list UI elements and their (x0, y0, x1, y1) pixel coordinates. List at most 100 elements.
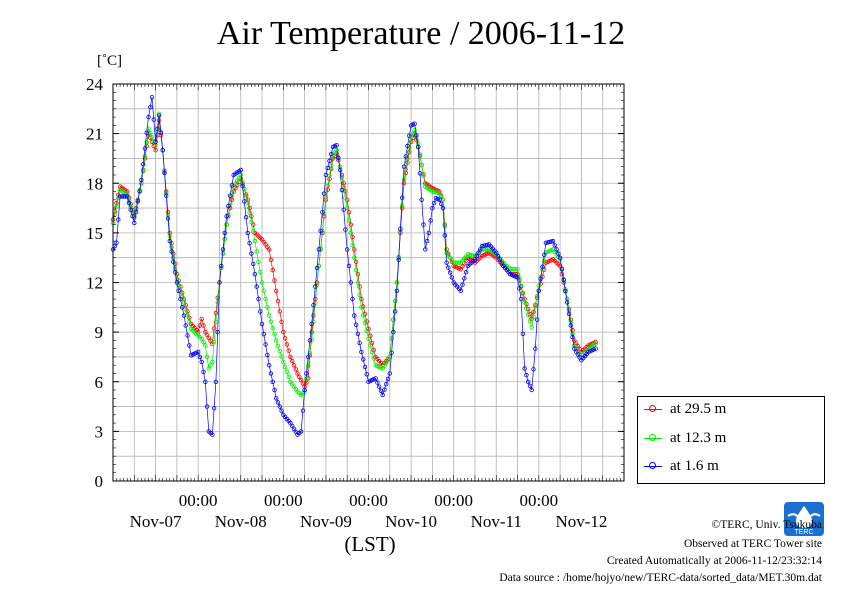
data-point (343, 189, 348, 194)
data-point (412, 121, 417, 126)
data-point (444, 260, 449, 265)
data-point (309, 329, 314, 335)
data-point (442, 233, 447, 238)
data-point (355, 272, 361, 277)
data-point (201, 339, 206, 345)
data-point (439, 194, 444, 199)
x-tick-label: 00:00 (434, 491, 473, 510)
data-point (252, 272, 258, 277)
data-point (275, 400, 281, 405)
data-point (318, 228, 323, 233)
data-point (421, 222, 426, 227)
data-point (270, 379, 275, 384)
data-point (270, 325, 275, 331)
data-point (231, 189, 236, 194)
data-point (405, 143, 410, 149)
data-point (357, 284, 362, 289)
data-point (392, 309, 398, 314)
data-point (155, 126, 160, 131)
data-point (522, 366, 527, 371)
axis-ticks: 0 3 6 9 12 15 18 21 24 00:00 00:00 00:00 00:00 00:00 N… (86, 75, 625, 531)
data-point (201, 323, 206, 328)
data-point (240, 183, 245, 188)
data-point (171, 255, 176, 260)
data-point (375, 380, 380, 385)
data-point (428, 218, 433, 223)
data-point (281, 359, 286, 365)
data-point (272, 387, 277, 393)
credit-source: Data source : /home/hojyo/new/TERC-data/… (499, 572, 822, 584)
data-point (256, 296, 261, 302)
data-point (476, 250, 481, 255)
data-point (385, 376, 391, 382)
data-point (449, 275, 455, 280)
data-point (355, 280, 361, 285)
data-point (258, 270, 263, 275)
data-point (247, 240, 252, 246)
grid-lines (112, 83, 625, 482)
data-point (357, 340, 362, 346)
data-point (266, 363, 272, 368)
data-point (522, 300, 527, 305)
data-point (215, 300, 220, 305)
data-point (401, 177, 407, 183)
data-point (387, 354, 392, 360)
data-point (593, 341, 598, 346)
data-point (187, 343, 192, 348)
data-point (353, 322, 359, 327)
data-point (213, 310, 219, 316)
data-point (211, 339, 217, 345)
data-point (272, 332, 277, 337)
data-point (204, 404, 210, 409)
data-point (353, 259, 359, 264)
data-point (392, 298, 398, 304)
data-point (213, 379, 219, 384)
series-2 (110, 94, 598, 437)
data-point (215, 329, 220, 335)
data-point (259, 321, 265, 327)
x-tick-label: 00:00 (519, 491, 558, 510)
data-point (346, 209, 352, 215)
data-point (348, 222, 353, 227)
data-point (364, 328, 369, 334)
y-tick-label: 24 (86, 75, 104, 94)
data-point (309, 321, 314, 327)
data-point (542, 252, 547, 257)
data-point (137, 188, 142, 193)
data-point (526, 379, 531, 384)
data-point (263, 342, 268, 347)
data-point (414, 133, 419, 138)
data-point (478, 247, 483, 252)
data-point (538, 276, 543, 281)
data-point (162, 170, 167, 176)
data-point (497, 257, 502, 262)
data-point (282, 336, 288, 341)
data-point (524, 306, 529, 311)
x-tick-label: 00:00 (349, 491, 388, 510)
data-point (242, 199, 247, 204)
data-point (352, 247, 357, 252)
data-point (389, 336, 394, 341)
data-point (140, 167, 146, 172)
legend-label-29m: at 29.5 m (670, 401, 727, 417)
data-point (361, 357, 366, 362)
data-point (517, 286, 522, 291)
data-point (238, 167, 243, 173)
data-point (298, 429, 304, 434)
data-point (167, 238, 172, 244)
data-point (197, 354, 203, 360)
data-point (472, 257, 478, 262)
data-point (320, 209, 325, 215)
data-point (176, 288, 181, 293)
data-point (542, 258, 547, 264)
data-point (442, 224, 447, 229)
data-point (195, 349, 201, 355)
data-point (334, 142, 339, 148)
data-point (259, 280, 265, 285)
data-point (174, 280, 180, 285)
data-point (261, 288, 266, 293)
data-point (520, 331, 526, 336)
data-point (304, 376, 309, 382)
data-point (203, 343, 208, 348)
data-point (447, 270, 453, 275)
